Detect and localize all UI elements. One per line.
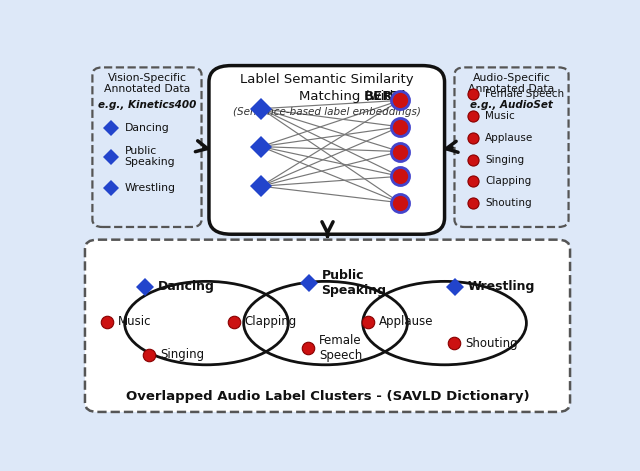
Text: Lablel Semantic Similarity: Lablel Semantic Similarity: [240, 73, 413, 86]
Text: e.g., Kinetics400: e.g., Kinetics400: [98, 100, 196, 110]
Text: Shouting: Shouting: [465, 336, 518, 349]
Text: e.g., AudioSet: e.g., AudioSet: [470, 100, 553, 110]
Text: Vision-Specific
Annotated Data: Vision-Specific Annotated Data: [104, 73, 190, 95]
Text: (Sentence-based label embeddings): (Sentence-based label embeddings): [233, 106, 420, 116]
Text: Matching (with: Matching (with: [300, 90, 403, 103]
Text: Dancing: Dancing: [125, 123, 170, 133]
Text: Wrestling: Wrestling: [468, 280, 535, 293]
Text: Music: Music: [118, 316, 152, 328]
Text: Overlapped Audio Label Clusters - (SAVLD Dictionary): Overlapped Audio Label Clusters - (SAVLD…: [125, 390, 529, 403]
Text: Audio-Specific
Annotated Data: Audio-Specific Annotated Data: [468, 73, 555, 95]
Text: Music: Music: [485, 111, 515, 121]
Text: Singing: Singing: [485, 154, 524, 165]
Text: Clapping: Clapping: [485, 177, 531, 187]
Text: Applause: Applause: [379, 316, 433, 328]
Text: Female
Speech: Female Speech: [319, 334, 362, 363]
FancyBboxPatch shape: [92, 67, 202, 227]
FancyBboxPatch shape: [209, 65, 445, 234]
FancyBboxPatch shape: [454, 67, 568, 227]
Text: Public
Speaking: Public Speaking: [321, 269, 387, 297]
Text: Female Speech: Female Speech: [485, 89, 564, 99]
Text: Applause: Applause: [485, 133, 534, 143]
Text: BERT): BERT): [364, 90, 408, 103]
Text: Public
Speaking: Public Speaking: [125, 146, 175, 167]
Text: Dancing: Dancing: [158, 280, 215, 293]
Text: Singing: Singing: [161, 348, 204, 361]
Text: Wrestling: Wrestling: [125, 183, 175, 193]
FancyBboxPatch shape: [83, 62, 573, 234]
Text: Shouting: Shouting: [485, 198, 532, 208]
Text: Clapping: Clapping: [244, 316, 297, 328]
FancyBboxPatch shape: [85, 240, 570, 412]
